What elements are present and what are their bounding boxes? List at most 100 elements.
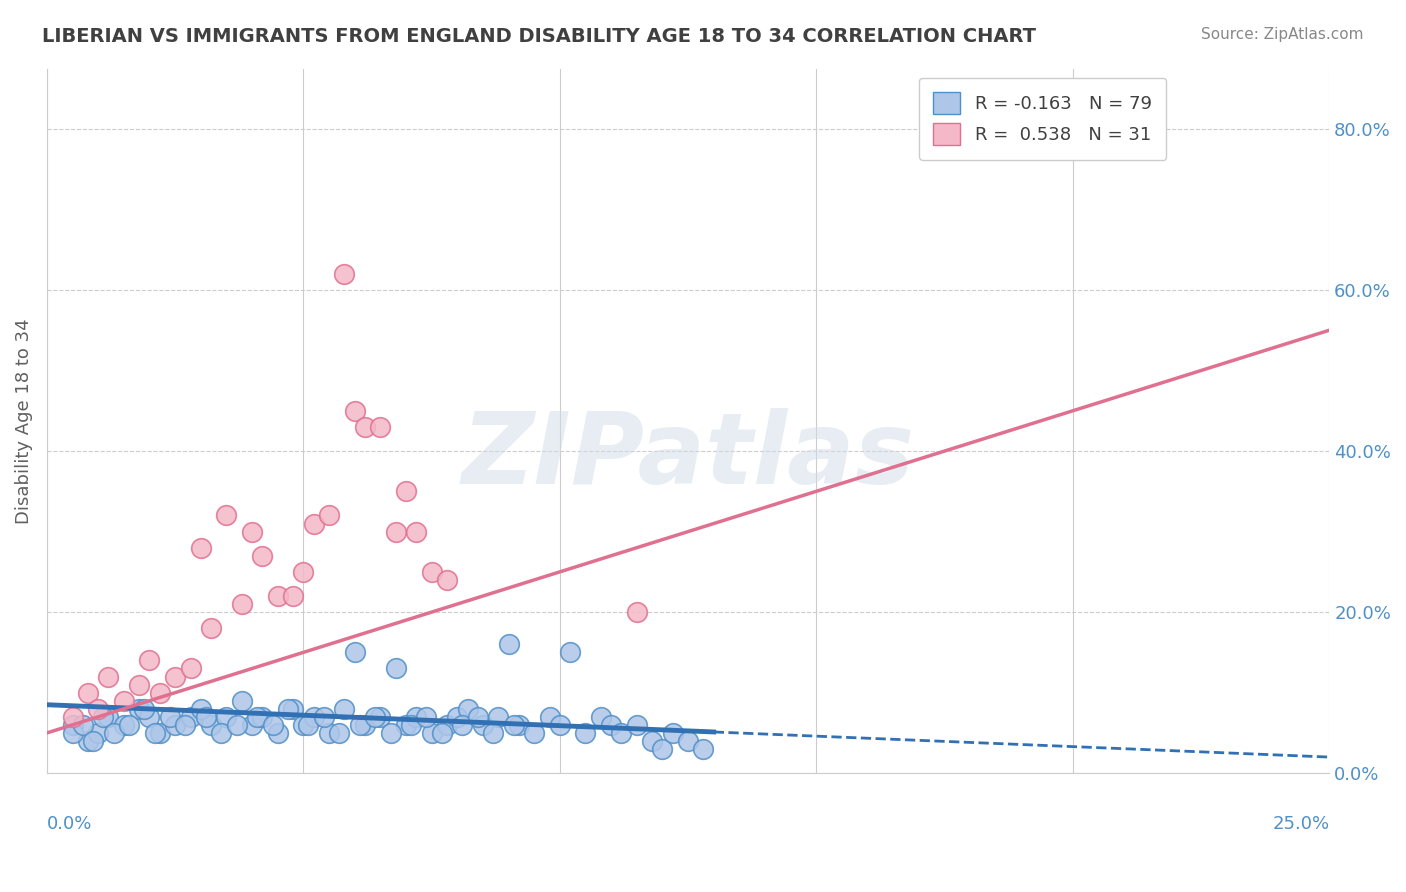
Point (62, 718, 84, 732)
Point (395, 718, 418, 732)
Point (558, 645, 581, 659)
Point (281, 702, 304, 716)
Point (436, 718, 458, 732)
Point (676, 734, 699, 748)
Point (246, 710, 269, 724)
Point (482, 726, 505, 740)
Point (486, 710, 509, 724)
Point (502, 718, 524, 732)
Point (138, 710, 160, 724)
Point (343, 404, 366, 418)
Point (368, 420, 391, 434)
Point (380, 726, 402, 740)
Point (364, 710, 387, 724)
Point (600, 718, 623, 732)
Point (354, 420, 377, 434)
Point (97, 710, 120, 724)
Point (415, 710, 437, 724)
Point (405, 710, 427, 724)
Point (420, 565, 443, 579)
Point (165, 718, 187, 732)
Point (77, 734, 100, 748)
Point (240, 718, 263, 732)
Point (190, 702, 212, 716)
Point (149, 686, 172, 700)
Point (240, 524, 263, 539)
Text: Source: ZipAtlas.com: Source: ZipAtlas.com (1201, 27, 1364, 42)
Point (589, 710, 612, 724)
Point (302, 710, 325, 724)
Point (97, 669, 120, 683)
Point (651, 742, 673, 756)
Point (349, 718, 371, 732)
Point (262, 718, 284, 732)
Point (436, 573, 458, 587)
Point (451, 718, 474, 732)
Point (626, 718, 648, 732)
Point (384, 661, 406, 675)
Point (384, 524, 406, 539)
Point (62, 710, 84, 724)
Point (190, 541, 212, 555)
Point (91, 710, 114, 724)
Point (328, 726, 350, 740)
Point (312, 710, 335, 724)
Point (143, 726, 166, 740)
Point (302, 516, 325, 531)
Point (420, 726, 443, 740)
Point (194, 710, 217, 724)
Point (103, 726, 125, 740)
Point (574, 726, 596, 740)
Point (134, 702, 156, 716)
Point (343, 645, 366, 659)
Point (87, 726, 110, 740)
Point (333, 702, 356, 716)
Point (333, 267, 356, 281)
Point (610, 726, 633, 740)
Point (128, 702, 150, 716)
Point (180, 710, 202, 724)
Point (231, 597, 253, 611)
Y-axis label: Disability Age 18 to 34: Disability Age 18 to 34 (15, 318, 32, 524)
Point (277, 702, 299, 716)
Point (128, 677, 150, 691)
Text: ZIPatlas: ZIPatlas (461, 408, 915, 505)
Point (209, 726, 232, 740)
Point (692, 742, 714, 756)
Point (538, 710, 561, 724)
Point (318, 508, 340, 523)
Point (354, 718, 377, 732)
Point (368, 710, 391, 724)
Point (149, 726, 172, 740)
Point (77, 686, 100, 700)
Point (231, 694, 253, 708)
Point (200, 621, 222, 635)
Text: 25.0%: 25.0% (1272, 815, 1329, 833)
Point (225, 718, 247, 732)
Point (292, 718, 315, 732)
Point (138, 653, 160, 667)
Point (626, 605, 648, 619)
Point (112, 694, 135, 708)
Point (523, 726, 546, 740)
Point (87, 702, 110, 716)
Point (165, 669, 187, 683)
Point (318, 726, 340, 740)
Point (118, 718, 141, 732)
Point (399, 718, 422, 732)
Point (72, 718, 94, 732)
Point (252, 549, 274, 563)
Point (200, 718, 222, 732)
Point (252, 710, 274, 724)
Point (112, 718, 135, 732)
Point (180, 661, 202, 675)
Point (471, 718, 494, 732)
Point (661, 726, 683, 740)
Point (467, 710, 489, 724)
Point (498, 637, 520, 651)
Point (215, 508, 238, 523)
Point (281, 589, 304, 603)
Point (215, 710, 238, 724)
Point (508, 718, 530, 732)
Point (292, 565, 315, 579)
